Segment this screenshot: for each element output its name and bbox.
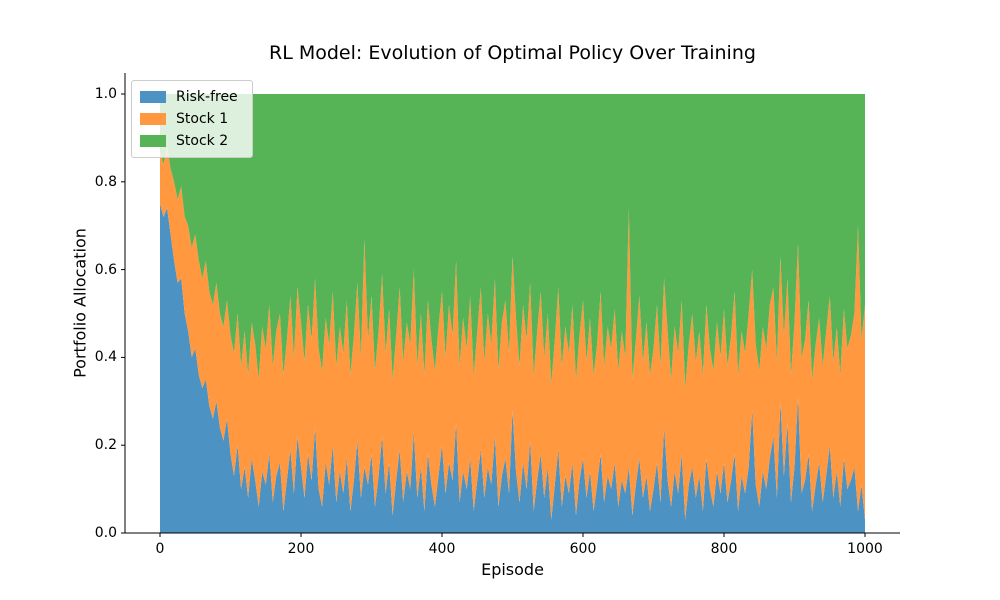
x-tick-label: 200	[287, 541, 315, 557]
y-tick-label: 1.0	[94, 86, 117, 102]
y-tick-label: 0.6	[94, 261, 117, 278]
area-stock-2	[160, 94, 865, 389]
area-stock-1	[160, 146, 865, 520]
legend: Risk-free Stock 1 Stock 2	[131, 80, 253, 158]
x-axis-label: Episode	[481, 560, 544, 579]
legend-label-stock-1: Stock 1	[176, 111, 229, 127]
y-tick-label: 0.4	[94, 349, 117, 366]
legend-item-risk-free: Risk-free	[140, 86, 244, 108]
y-tick-label: 0.8	[94, 173, 117, 190]
y-tick-label: 0.0	[94, 525, 117, 541]
legend-item-stock-2: Stock 2	[140, 130, 244, 152]
legend-label-stock-2: Stock 2	[176, 133, 229, 149]
legend-label-risk-free: Risk-free	[176, 89, 238, 105]
x-tick-label: 800	[710, 541, 738, 557]
x-tick-label: 600	[569, 541, 597, 557]
x-tick-label: 1000	[847, 541, 883, 557]
x-tick-label: 0	[155, 541, 165, 557]
x-tick-label: 400	[428, 541, 456, 557]
y-axis-label: Portfolio Allocation	[70, 228, 90, 378]
legend-swatch-stock-2	[140, 135, 166, 147]
area-risk-free	[160, 203, 865, 534]
chart-title: RL Model: Evolution of Optimal Policy Ov…	[269, 42, 756, 64]
y-tick-label: 0.2	[94, 437, 117, 454]
legend-swatch-stock-1	[140, 113, 166, 125]
legend-swatch-risk-free	[140, 91, 166, 103]
legend-item-stock-1: Stock 1	[140, 108, 244, 130]
